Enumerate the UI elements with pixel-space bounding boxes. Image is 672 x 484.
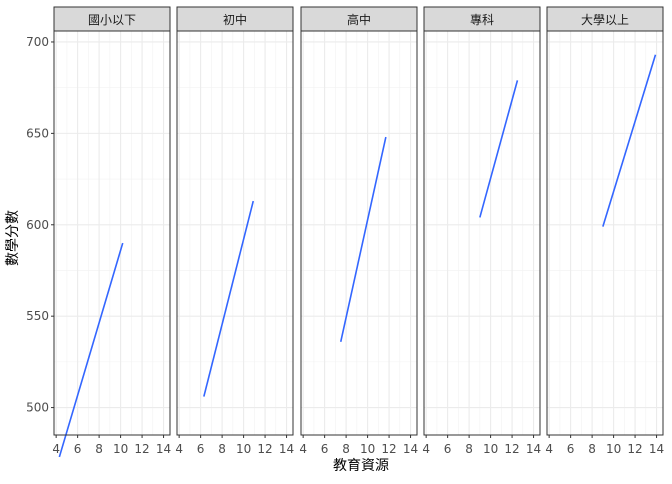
x-axis-title: 教育資源 — [333, 458, 389, 474]
x-tick-label: 6 — [444, 442, 452, 456]
panel-background — [301, 31, 417, 435]
series-line — [602, 54, 657, 227]
panel-3: 高中 4 6 8 10 12 14 — [299, 6, 418, 456]
panel-strip — [300, 6, 418, 32]
panel-background — [424, 31, 540, 435]
x-tick-label: 8 — [588, 442, 596, 456]
x-tick-label: 10 — [483, 442, 498, 456]
x-tick-label: 8 — [218, 442, 226, 456]
panel-background — [54, 31, 170, 435]
panel-2: 初中 4 6 8 10 12 14 — [175, 6, 294, 456]
panel-border — [300, 30, 418, 436]
panel-border — [423, 30, 541, 436]
x-tick-label: 8 — [465, 442, 473, 456]
series-line — [58, 242, 124, 458]
x-tick-label: 4 — [175, 442, 183, 456]
panel-4: 專科 4 6 8 10 12 14 — [422, 6, 541, 456]
y-tick-label: 600 — [26, 218, 49, 232]
x-tick-label: 12 — [627, 442, 642, 456]
x-tick-label: 14 — [403, 442, 418, 456]
y-tick-label: 700 — [26, 35, 49, 49]
x-tick-label: 4 — [52, 442, 60, 456]
x-tick-label: 4 — [545, 442, 553, 456]
x-tick-label: 14 — [649, 442, 664, 456]
x-tick-label: 14 — [526, 442, 541, 456]
y-tick-label: 500 — [26, 401, 49, 415]
y-tick-label: 550 — [26, 309, 49, 323]
y-tick-label: 650 — [26, 126, 49, 140]
y-axis-title: 數學分數 — [5, 210, 21, 266]
x-tick-label: 10 — [113, 442, 128, 456]
x-tick-label: 4 — [422, 442, 430, 456]
panel-5: 大學以上 4 6 8 10 12 14 — [545, 6, 664, 456]
x-tick-label: 6 — [74, 442, 82, 456]
panel-strip-label: 大學以上 — [581, 13, 629, 27]
x-tick-label: 4 — [299, 442, 307, 456]
panel-border — [53, 30, 171, 436]
panel-strip — [176, 6, 294, 32]
x-tick-label: 12 — [381, 442, 396, 456]
x-tick-label: 14 — [279, 442, 294, 456]
panel-strip-label: 初中 — [223, 12, 247, 27]
x-tick-label: 8 — [342, 442, 350, 456]
panel-strip — [53, 6, 171, 32]
x-tick-label: 12 — [504, 442, 519, 456]
x-tick-label: 6 — [567, 442, 575, 456]
x-tick-label: 14 — [156, 442, 171, 456]
series-line — [339, 136, 387, 342]
x-tick-label: 6 — [197, 442, 205, 456]
panel-background — [177, 31, 293, 435]
x-tick-label: 10 — [236, 442, 251, 456]
panel-strip-label: 專科 — [470, 13, 494, 27]
x-tick-label: 12 — [257, 442, 272, 456]
series-line — [479, 80, 519, 218]
x-tick-label: 10 — [606, 442, 621, 456]
y-axis: 500 550 600 650 700 — [26, 35, 54, 415]
panel-strip — [546, 6, 664, 32]
panel-border — [546, 30, 664, 436]
x-tick-label: 8 — [95, 442, 103, 456]
panel-strip — [423, 6, 541, 32]
panel-1: 國小以下 4 6 8 10 12 14 — [52, 6, 171, 458]
panel-strip-label: 國小以下 — [88, 13, 136, 27]
x-tick-label: 6 — [321, 442, 329, 456]
x-tick-label: 10 — [360, 442, 375, 456]
panel-border — [176, 30, 294, 436]
panel-strip-label: 高中 — [347, 12, 371, 27]
panel-background — [547, 31, 663, 435]
x-tick-label: 12 — [134, 442, 149, 456]
series-line — [203, 200, 255, 397]
